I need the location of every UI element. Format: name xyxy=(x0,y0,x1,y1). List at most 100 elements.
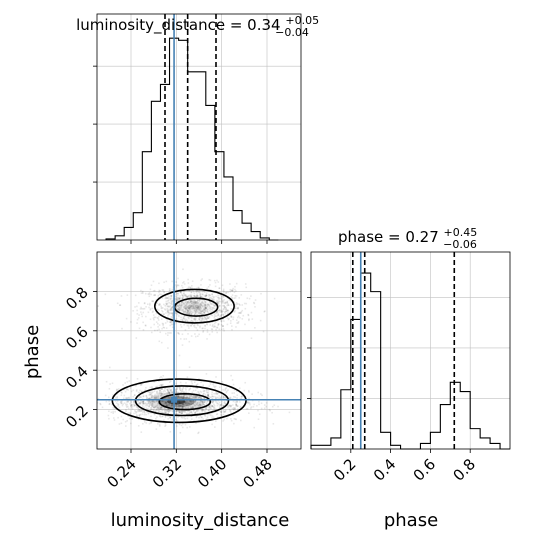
sample-point xyxy=(92,402,94,404)
sample-point xyxy=(153,316,156,319)
sample-point xyxy=(199,402,201,404)
sample-point xyxy=(206,416,209,418)
sample-point xyxy=(217,399,219,402)
sample-point xyxy=(99,403,102,406)
sample-point xyxy=(216,314,219,317)
sample-point xyxy=(221,311,223,313)
sample-point xyxy=(170,320,173,322)
histogram-bar xyxy=(381,432,391,449)
sample-point xyxy=(155,312,158,315)
sample-point xyxy=(176,296,179,299)
sample-point xyxy=(156,397,159,400)
sample-point xyxy=(157,400,159,402)
sample-point xyxy=(232,414,235,416)
sample-point xyxy=(176,309,179,311)
sample-point xyxy=(170,296,172,298)
sample-point xyxy=(134,294,137,297)
sample-point xyxy=(203,306,206,308)
sample-point xyxy=(190,295,193,298)
sample-point xyxy=(216,396,218,399)
sample-point xyxy=(172,390,174,393)
sample-point xyxy=(141,413,144,416)
sample-point xyxy=(194,396,197,399)
sample-point xyxy=(157,400,160,402)
sample-point xyxy=(171,320,174,323)
sample-point xyxy=(144,324,147,327)
sample-point xyxy=(141,292,144,294)
sample-point xyxy=(201,317,204,319)
sample-point xyxy=(193,403,196,406)
sample-point xyxy=(136,305,138,308)
sample-point xyxy=(120,402,123,405)
sample-point xyxy=(156,391,158,393)
sample-point xyxy=(268,408,271,411)
sample-point xyxy=(153,406,156,409)
sample-point xyxy=(194,302,197,304)
sample-point xyxy=(189,320,191,323)
sample-point xyxy=(234,407,236,410)
sample-point xyxy=(250,295,252,297)
sample-point xyxy=(240,395,243,398)
sample-point xyxy=(204,304,206,307)
sample-point xyxy=(174,395,176,398)
sample-point xyxy=(197,390,199,393)
sample-point xyxy=(222,397,224,400)
sample-point xyxy=(144,389,147,392)
sample-point xyxy=(147,399,150,402)
sample-point xyxy=(164,397,166,399)
sample-point xyxy=(212,406,215,409)
histogram-bar xyxy=(430,432,440,449)
sample-point xyxy=(257,391,260,394)
title-base: luminosity_distance = 0.34 xyxy=(76,16,280,35)
sample-point xyxy=(185,338,188,340)
sample-point xyxy=(151,404,154,406)
sample-point xyxy=(166,305,169,308)
sample-point xyxy=(208,278,211,281)
sample-point xyxy=(178,395,180,398)
sample-point xyxy=(205,388,208,391)
sample-point xyxy=(187,287,189,290)
sample-point xyxy=(148,400,151,402)
sample-point xyxy=(175,382,177,385)
sample-point xyxy=(191,391,194,394)
sample-point xyxy=(176,304,179,307)
sample-point xyxy=(187,295,189,298)
sample-point xyxy=(222,310,224,313)
sample-point xyxy=(110,411,113,414)
sample-point xyxy=(227,389,229,391)
sample-point xyxy=(143,410,146,412)
sample-point xyxy=(200,400,202,402)
sample-point xyxy=(114,400,117,402)
sample-point xyxy=(154,289,156,292)
sample-point xyxy=(216,302,219,304)
sample-point xyxy=(221,300,224,302)
sample-point xyxy=(158,415,161,417)
sample-point xyxy=(197,431,200,434)
sample-point xyxy=(158,340,161,343)
sample-point xyxy=(208,297,211,299)
sample-point xyxy=(157,423,159,425)
sample-point xyxy=(176,409,179,412)
sample-point xyxy=(139,389,141,392)
sample-point xyxy=(174,306,177,308)
sample-point xyxy=(187,312,189,314)
sample-point xyxy=(127,396,129,399)
sample-point xyxy=(167,305,170,308)
sample-point xyxy=(179,291,182,293)
sample-point xyxy=(205,292,208,295)
sample-point xyxy=(129,387,132,389)
sample-point xyxy=(209,407,211,409)
sample-point xyxy=(169,297,172,300)
sample-point xyxy=(198,300,201,303)
sample-point xyxy=(188,403,191,405)
sample-point xyxy=(171,312,173,314)
sample-point xyxy=(181,406,184,409)
sample-point xyxy=(181,406,184,408)
sample-point xyxy=(223,401,226,404)
sample-point xyxy=(146,410,148,413)
sample-point xyxy=(257,418,260,421)
sample-point xyxy=(219,294,222,296)
sample-point xyxy=(137,425,140,427)
sample-point xyxy=(148,405,150,408)
sample-point xyxy=(196,295,198,297)
